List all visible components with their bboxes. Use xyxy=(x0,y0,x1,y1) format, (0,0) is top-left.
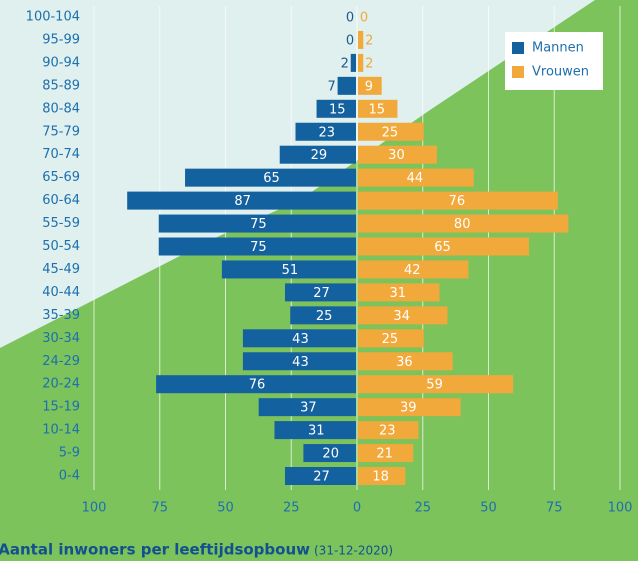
data-label: 31 xyxy=(308,424,325,439)
data-label: 21 xyxy=(376,447,393,462)
data-label: 75 xyxy=(250,240,267,255)
x-tick-label: 25 xyxy=(414,501,431,516)
data-label: 44 xyxy=(407,171,424,186)
bar xyxy=(358,54,363,72)
data-label: 15 xyxy=(329,102,346,117)
bar xyxy=(351,54,356,72)
y-tick-label: 80-84 xyxy=(42,101,80,116)
y-tick-label: 90-94 xyxy=(42,55,80,70)
y-tick-label: 30-34 xyxy=(42,331,80,346)
y-tick-label: 95-99 xyxy=(42,32,80,47)
data-label: 15 xyxy=(368,102,385,117)
x-tick-label: 75 xyxy=(546,501,563,516)
data-label: 25 xyxy=(382,125,399,140)
data-label: 0 xyxy=(346,11,354,26)
x-tick-label: 75 xyxy=(151,501,168,516)
x-tick-label: 25 xyxy=(283,501,300,516)
data-label: 27 xyxy=(313,286,330,301)
data-label: 20 xyxy=(322,447,339,462)
data-label: 76 xyxy=(249,378,266,393)
data-label: 25 xyxy=(316,309,333,324)
data-label: 30 xyxy=(388,148,405,163)
data-label: 51 xyxy=(282,263,299,278)
y-tick-label: 10-14 xyxy=(42,423,80,438)
bar xyxy=(338,77,356,95)
y-tick-label: 55-59 xyxy=(42,216,80,231)
data-label: 9 xyxy=(365,79,373,94)
y-tick-label: 60-64 xyxy=(42,193,80,208)
data-label: 2 xyxy=(341,56,349,71)
y-tick-label: 75-79 xyxy=(42,124,80,139)
chart-subtitle: (31-12-2020) xyxy=(314,544,393,558)
data-label: 87 xyxy=(234,194,251,209)
data-label: 27 xyxy=(313,470,330,485)
data-label: 36 xyxy=(396,355,413,370)
y-tick-label: 65-69 xyxy=(42,170,80,185)
data-label: 80 xyxy=(454,217,471,232)
chart-title: Aantal inwoners per leeftijdsopbouw xyxy=(0,541,310,559)
data-label: 75 xyxy=(250,217,267,232)
data-label: 34 xyxy=(393,309,410,324)
data-label: 2 xyxy=(365,33,373,48)
y-tick-label: 50-54 xyxy=(42,239,80,254)
data-label: 59 xyxy=(426,378,443,393)
y-tick-label: 5-9 xyxy=(59,446,80,461)
y-tick-label: 40-44 xyxy=(42,285,80,300)
x-tick-label: 50 xyxy=(217,501,234,516)
data-label: 42 xyxy=(404,263,421,278)
y-tick-label: 0-4 xyxy=(59,469,80,484)
legend-label: Vrouwen xyxy=(532,65,589,80)
bar xyxy=(358,31,363,49)
y-tick-label: 45-49 xyxy=(42,262,80,277)
data-label: 18 xyxy=(372,470,389,485)
data-label: 23 xyxy=(318,125,335,140)
x-tick-label: 0 xyxy=(353,501,361,516)
data-label: 37 xyxy=(300,401,317,416)
data-label: 65 xyxy=(434,240,451,255)
data-label: 25 xyxy=(382,332,399,347)
data-label: 39 xyxy=(400,401,417,416)
data-label: 65 xyxy=(263,171,280,186)
y-tick-label: 20-24 xyxy=(42,377,80,392)
data-label: 7 xyxy=(327,79,335,94)
data-label: 0 xyxy=(360,11,368,26)
chart: 1007550250255075100100-1040095-990290-94… xyxy=(0,0,638,561)
y-tick-label: 70-74 xyxy=(42,147,80,162)
data-label: 43 xyxy=(292,355,309,370)
legend: Mannen Vrouwen xyxy=(505,32,603,90)
legend-swatch xyxy=(512,42,524,54)
y-tick-label: 15-19 xyxy=(42,400,80,415)
data-label: 23 xyxy=(379,424,396,439)
y-tick-label: 35-39 xyxy=(42,308,80,323)
data-label: 43 xyxy=(292,332,309,347)
legend-label: Mannen xyxy=(532,41,584,56)
x-tick-label: 100 xyxy=(608,501,633,516)
y-tick-label: 24-29 xyxy=(42,354,80,369)
y-tick-label: 85-89 xyxy=(42,78,80,93)
y-tick-label: 100-104 xyxy=(26,10,80,25)
data-label: 31 xyxy=(389,286,406,301)
legend-swatch xyxy=(512,66,524,78)
x-tick-label: 100 xyxy=(82,501,107,516)
data-label: 2 xyxy=(365,56,373,71)
data-label: 76 xyxy=(449,194,466,209)
x-tick-label: 50 xyxy=(480,501,497,516)
data-label: 29 xyxy=(311,148,328,163)
data-label: 0 xyxy=(346,33,354,48)
